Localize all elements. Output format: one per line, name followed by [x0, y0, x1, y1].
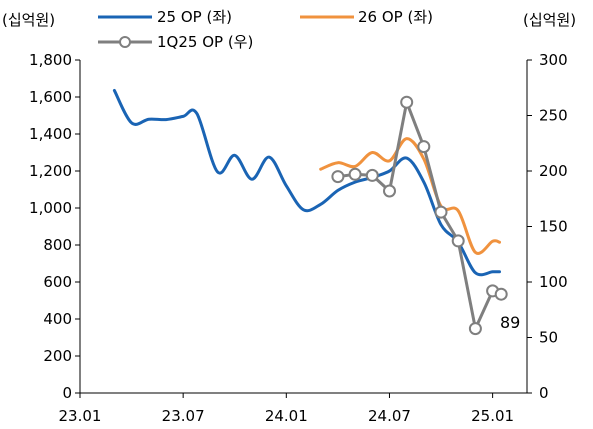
- right-tick-label: 200: [539, 162, 568, 180]
- x-tick-label: 24.07: [368, 407, 411, 425]
- right-tick-label: 250: [539, 107, 568, 125]
- left-tick-label: 800: [43, 236, 72, 254]
- legend-label-25op: 25 OP (좌): [157, 8, 232, 26]
- right-tick-label: 150: [539, 218, 568, 236]
- left-tick-label: 1,000: [29, 199, 72, 217]
- left-tick-label: 0: [62, 384, 72, 402]
- x-tick-label: 25.01: [471, 407, 514, 425]
- legend: 25 OP (좌) 26 OP (좌) 1Q25 OP (우): [98, 8, 433, 51]
- right-tick-label: 0: [539, 384, 549, 402]
- legend-label-26op: 26 OP (좌): [358, 8, 433, 26]
- left-tick-label: 1,200: [29, 162, 72, 180]
- series-point-1q25op: [494, 287, 508, 301]
- annotation-last-value: 89: [500, 313, 520, 332]
- x-tick-label: 23.01: [59, 407, 102, 425]
- left-tick-label: 1,600: [29, 88, 72, 106]
- series-point-1q25op: [417, 140, 431, 154]
- legend-marker-1q25op: [119, 36, 131, 48]
- series-point-1q25op: [331, 170, 345, 184]
- right-tick-label: 300: [539, 51, 568, 69]
- left-tick-label: 600: [43, 273, 72, 291]
- series-point-1q25op: [383, 184, 396, 198]
- series-line-26op: [319, 137, 501, 255]
- x-tick-label: 23.07: [162, 407, 205, 425]
- series-line-1q25op: [337, 100, 502, 331]
- left-tick-label: 1,400: [29, 125, 72, 143]
- series-point-1q25op: [365, 168, 379, 182]
- right-tick-label: 100: [539, 273, 568, 291]
- series-point-1q25op: [468, 322, 482, 336]
- right-tick-label: 50: [539, 329, 558, 347]
- right-axis-unit: (십억원): [523, 11, 576, 29]
- left-tick-label: 1,800: [29, 51, 72, 69]
- series-line-25op: [112, 89, 501, 277]
- axes: 0 200 400 600 800 1,000 1,200 1,400 1,600 1,800 0 5…: [29, 51, 568, 425]
- legend-label-1q25op: 1Q25 OP (우): [157, 33, 253, 51]
- left-axis-unit: (십억원): [2, 11, 55, 29]
- x-tick-label: 24.01: [265, 407, 308, 425]
- left-tick-label: 400: [43, 310, 72, 328]
- series-group: [112, 89, 508, 336]
- series-point-1q25op: [434, 205, 448, 219]
- series-point-1q25op: [348, 167, 362, 181]
- series-point-1q25op: [400, 95, 414, 109]
- series-point-1q25op: [451, 234, 465, 248]
- left-tick-label: 200: [43, 347, 72, 365]
